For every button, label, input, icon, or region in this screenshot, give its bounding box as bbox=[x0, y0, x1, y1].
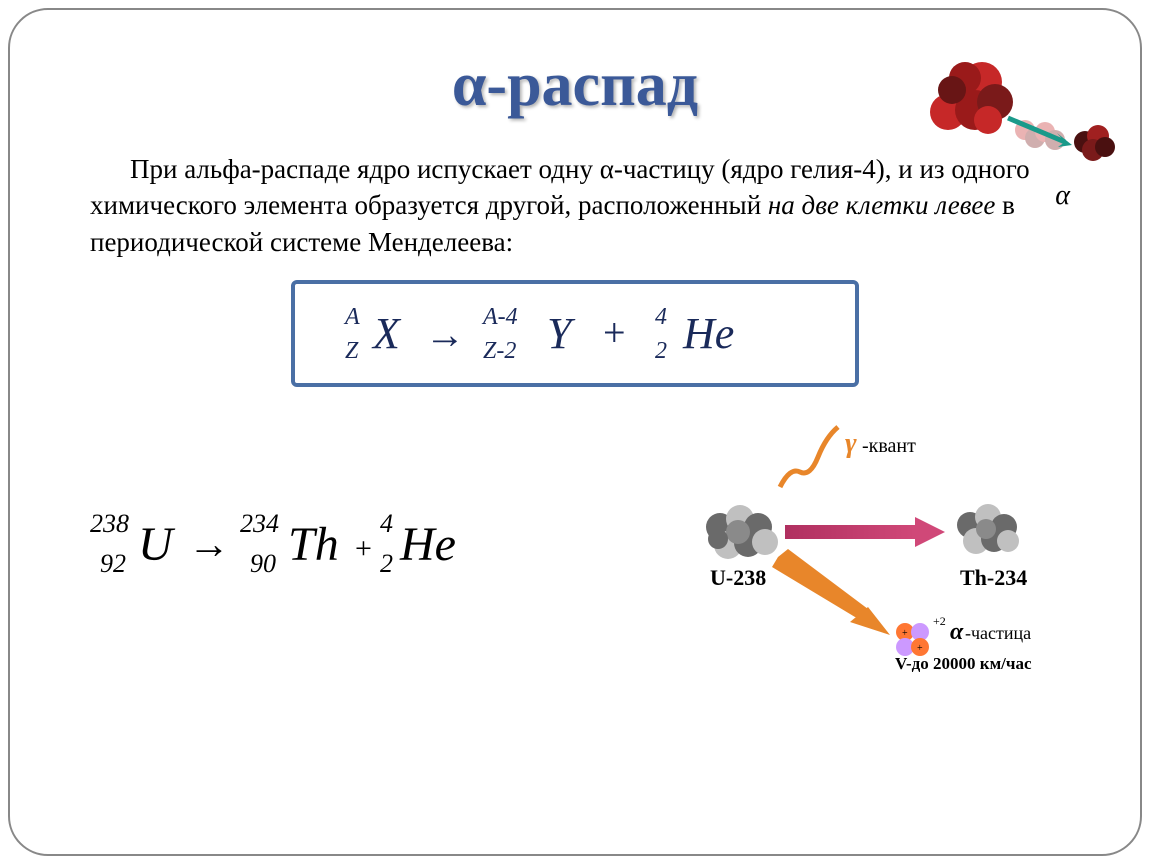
svg-text:Th: Th bbox=[288, 518, 339, 571]
svg-text:He: He bbox=[682, 309, 734, 358]
nucleus-emission-image: α bbox=[910, 40, 1120, 190]
svg-text:Z-2: Z-2 bbox=[483, 338, 516, 364]
svg-text:90: 90 bbox=[250, 549, 276, 578]
uranium-equation-container: 238 92 U → 234 90 Th + 4 2 He bbox=[80, 500, 650, 595]
svg-text:γ: γ bbox=[845, 428, 857, 459]
svg-text:A-4: A-4 bbox=[481, 304, 518, 330]
svg-text:92: 92 bbox=[100, 549, 126, 578]
svg-text:+: + bbox=[917, 643, 923, 654]
svg-text:→: → bbox=[188, 522, 230, 568]
alpha-symbol-label: α bbox=[1055, 180, 1070, 212]
slide-frame: α α-распад При альфа-распаде ядро испуск… bbox=[8, 8, 1142, 856]
svg-text:U-238: U-238 bbox=[710, 565, 766, 590]
svg-text:+2: +2 bbox=[933, 614, 946, 628]
svg-text:Y: Y bbox=[547, 309, 576, 358]
svg-text:+: + bbox=[902, 628, 908, 639]
svg-text:4: 4 bbox=[655, 304, 667, 330]
decay-diagram: γ -квант U-238 bbox=[650, 417, 1070, 677]
th234-nucleus bbox=[957, 504, 1019, 554]
u238-nucleus bbox=[706, 505, 778, 559]
uranium-equation: 238 92 U → 234 90 Th + 4 2 He bbox=[80, 500, 550, 590]
svg-text:234: 234 bbox=[240, 509, 279, 538]
svg-text:+: + bbox=[603, 310, 626, 355]
body-text-italic: на две клетки левее bbox=[768, 190, 996, 220]
svg-text:-квант: -квант bbox=[862, 435, 916, 457]
svg-text:U: U bbox=[138, 518, 176, 571]
svg-text:A: A bbox=[343, 304, 360, 330]
svg-text:-частица: -частица bbox=[965, 623, 1031, 643]
svg-text:He: He bbox=[399, 518, 456, 571]
generic-equation-box: A Z X → A-4 Z-2 Y + 4 2 He bbox=[291, 280, 859, 387]
svg-text:4: 4 bbox=[380, 509, 393, 538]
generic-equation: A Z X → A-4 Z-2 Y + 4 2 He bbox=[335, 296, 815, 371]
svg-text:X: X bbox=[371, 309, 402, 358]
svg-text:Th-234: Th-234 bbox=[960, 565, 1027, 590]
svg-text:+: + bbox=[355, 532, 372, 565]
svg-text:2: 2 bbox=[380, 549, 393, 578]
svg-text:α: α bbox=[950, 619, 964, 645]
svg-text:V-до 20000 км/час: V-до 20000 км/час bbox=[895, 654, 1032, 673]
svg-text:Z: Z bbox=[345, 338, 359, 364]
svg-text:2: 2 bbox=[655, 338, 667, 364]
svg-text:238: 238 bbox=[90, 509, 129, 538]
alpha-particle: + + +2 bbox=[896, 614, 946, 656]
svg-text:→: → bbox=[425, 312, 465, 357]
